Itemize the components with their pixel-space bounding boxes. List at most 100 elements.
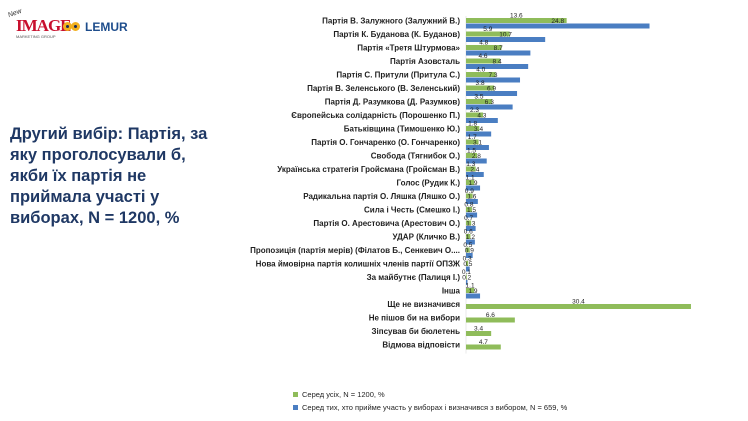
value-label-all: 30.4 (572, 298, 585, 305)
value-label-all: 1.3 (466, 161, 475, 168)
category-label: Партія С. Притули (Притула С.) (336, 71, 460, 80)
legend-label-all: Серед усіх, N = 1200, % (302, 390, 385, 399)
value-label-all: 1.7 (468, 134, 477, 141)
value-label-all: 1.5 (467, 147, 476, 154)
category-label: Пропозиція (партія мерів) (Філатов Б., С… (250, 246, 460, 255)
bar-decided (466, 185, 481, 191)
value-label-all: 13.6 (510, 12, 523, 19)
value-label-decided: 0.2 (462, 274, 471, 281)
bar-all (466, 45, 502, 50)
bar-decided (466, 104, 513, 110)
value-label-all: 1.1 (466, 282, 475, 289)
value-label-decided: 2.8 (472, 153, 481, 160)
lemur-eyes-icon (63, 21, 83, 33)
value-label-decided: 1.6 (467, 193, 476, 200)
bar-decided (466, 293, 481, 299)
legend-item-all: Серед усіх, N = 1200, % (293, 388, 567, 401)
lemur-logo-text: LEMUR (85, 20, 128, 34)
bar-all (466, 261, 469, 266)
value-label-all: 3.5 (474, 93, 483, 100)
value-label-decided: 10.7 (499, 31, 512, 38)
category-label: Українська стратегія Гройсмана (Гройсман… (277, 165, 460, 174)
value-label-all: 1.1 (466, 174, 475, 181)
bar-all (466, 207, 472, 212)
value-label-decided: 0.5 (463, 261, 472, 268)
bar-all (466, 18, 567, 23)
value-label-all: 0.7 (464, 215, 473, 222)
value-label-decided: 1.5 (467, 207, 476, 214)
legend-swatch-decided (293, 405, 298, 410)
category-label: Партія О. Арестовича (Арестович О.) (313, 219, 460, 228)
bar-all (466, 344, 501, 350)
bar-decided (466, 212, 478, 218)
category-label: УДАР (Кличко В.) (393, 233, 461, 242)
bar-all (466, 139, 479, 145)
bar-decided (466, 118, 498, 123)
value-label-all: 0.3 (463, 255, 472, 262)
category-label: Партія Азовсталь (390, 57, 460, 66)
value-label-all: 1.8 (468, 120, 477, 127)
category-label: Радикальна партія О. Ляшка (Ляшко О.) (303, 192, 460, 201)
bar-all (466, 247, 470, 253)
bar-all (466, 234, 471, 239)
bar-all (466, 126, 480, 131)
category-label: Партія О. Гончаренко (О. Гончаренко) (311, 138, 460, 147)
bar-decided (466, 50, 531, 56)
value-label-decided: 8.4 (493, 58, 502, 65)
value-label-decided: 3.4 (474, 126, 483, 133)
value-label-decided: 4.3 (477, 112, 486, 119)
category-label: Сила і Честь (Смешко І.) (364, 206, 460, 215)
category-label: Нова ймовірна партія колишніх членів пар… (256, 260, 461, 269)
bar-decided (466, 145, 489, 150)
value-label-all: 6.6 (486, 312, 495, 319)
value-label-all: 4.0 (476, 66, 485, 73)
value-label-all: 4.8 (479, 39, 488, 46)
bar-all (466, 274, 467, 280)
value-label-all: 0.5 (463, 242, 472, 249)
logos: New IMAGE MARKETING GROUP LEMUR (7, 8, 138, 44)
chart-legend: Серед усіх, N = 1200, % Серед тих, хто п… (293, 388, 567, 414)
category-label: Відмова відповісти (382, 341, 460, 350)
bar-decided (466, 23, 650, 29)
bar-decided (466, 37, 546, 42)
category-label: Батьківщина (Тимошенко Ю.) (344, 125, 461, 134)
value-label-decided: 2.4 (470, 166, 479, 173)
bar-all (466, 193, 473, 199)
category-label: Інша (442, 287, 461, 296)
category-label: Ще не визначився (387, 300, 460, 309)
bar-all (466, 288, 475, 293)
category-label: Партія В. Залужного (Залужний В.) (322, 17, 460, 26)
category-label: Партія «Третя Штурмова» (357, 44, 460, 53)
chart-title: Другий вибір: Партія, за яку проголосува… (10, 125, 208, 227)
value-label-decided: 1.9 (469, 180, 478, 187)
value-label-decided: 1.2 (466, 234, 475, 241)
category-label: Партія К. Буданова (К. Буданов) (333, 30, 460, 39)
value-label-all: 4.7 (479, 339, 488, 346)
bar-all (466, 166, 476, 172)
category-label: Не пішов би на вибори (369, 314, 460, 323)
value-label-all: 2.3 (470, 107, 479, 114)
value-label-all: 3.8 (476, 80, 485, 87)
logo-image-text: IMAGE (16, 16, 71, 35)
bar-decided (466, 172, 484, 177)
bar-decided (466, 77, 521, 83)
bar-decided (466, 226, 476, 231)
value-label-decided: 1.9 (469, 288, 478, 295)
category-label: Голос (Рудик К.) (397, 179, 461, 188)
logo-image-subtext: MARKETING GROUP (16, 34, 56, 39)
category-label: За майбутнє (Палиця І.) (367, 273, 461, 282)
bar-decided (466, 158, 487, 164)
bar-all (466, 58, 501, 64)
category-label: Зіпсував би бюлетень (372, 327, 461, 336)
bar-all (466, 304, 691, 309)
value-label-decided: 3.1 (473, 139, 482, 146)
bar-all (466, 220, 472, 226)
bar-all (466, 317, 515, 323)
value-label-all: 0.8 (464, 201, 473, 208)
value-label-decided: 6.3 (485, 99, 494, 106)
bar-decided (466, 199, 478, 204)
value-label-decided: 1.3 (466, 220, 475, 227)
bar-decided (466, 64, 529, 69)
category-label: Партія В. Зеленського (В. Зеленський) (307, 84, 460, 93)
